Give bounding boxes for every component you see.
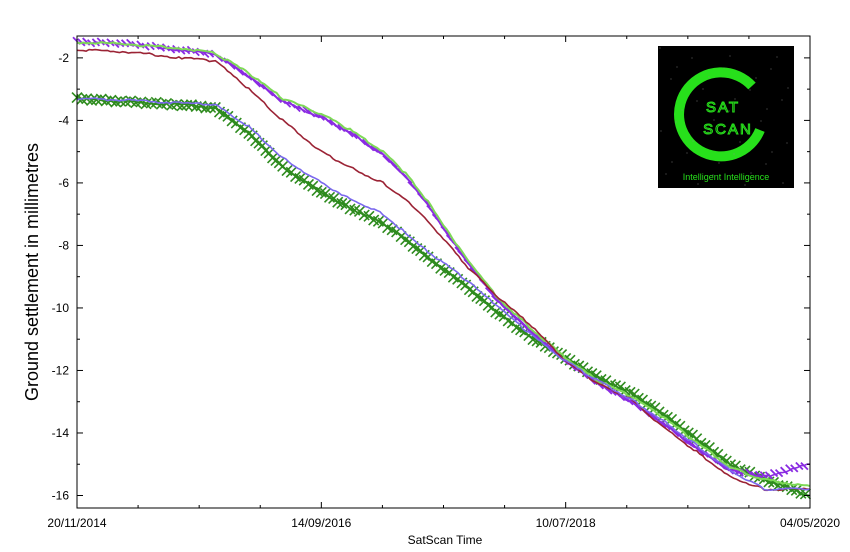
logo-star bbox=[686, 152, 688, 154]
y-tick-label: -12 bbox=[52, 363, 70, 377]
logo-star bbox=[728, 110, 730, 112]
logo-star bbox=[670, 78, 672, 80]
series-2 bbox=[76, 48, 811, 492]
logo-star bbox=[766, 108, 768, 110]
series-1-line bbox=[76, 40, 810, 478]
logo-star bbox=[782, 182, 784, 184]
logo-star bbox=[665, 173, 667, 175]
logo-star bbox=[676, 66, 678, 68]
logo-star bbox=[739, 141, 741, 143]
logo-star bbox=[712, 174, 714, 176]
logo-tagline: Intelligent Intelligence bbox=[683, 172, 770, 182]
logo-star bbox=[781, 99, 783, 101]
y-tick-label: -2 bbox=[58, 51, 69, 65]
x-tick-label: 14/09/2016 bbox=[291, 516, 351, 530]
y-tick-label: -6 bbox=[58, 176, 69, 190]
logo-star bbox=[697, 183, 699, 185]
series-0 bbox=[76, 41, 811, 488]
x-tick-label: 10/07/2018 bbox=[536, 516, 596, 530]
logo-star bbox=[771, 151, 773, 153]
logo-star bbox=[770, 68, 772, 70]
x-tick-label: 04/05/2020 bbox=[780, 516, 840, 530]
logo-star bbox=[691, 57, 693, 59]
y-tick-label: -10 bbox=[52, 301, 70, 315]
y-tick-label: -4 bbox=[58, 113, 69, 127]
logo-star bbox=[733, 153, 735, 155]
logo-star bbox=[707, 131, 709, 133]
y-axis-title: Ground settlement in millimetres bbox=[22, 143, 42, 401]
logo-star bbox=[708, 76, 710, 78]
logo-line1: SAT bbox=[706, 99, 740, 116]
logo-star bbox=[755, 77, 757, 79]
logo-star bbox=[786, 142, 788, 144]
dash-marker bbox=[754, 470, 764, 479]
logo-line2: SCAN bbox=[703, 121, 753, 138]
series-4-line bbox=[76, 97, 811, 497]
logo-star bbox=[681, 109, 683, 111]
x-axis-title: SatScan Time bbox=[408, 533, 483, 547]
logo-star bbox=[776, 56, 778, 58]
logo-star bbox=[765, 163, 767, 165]
logo-star bbox=[659, 47, 661, 49]
series-4 bbox=[71, 91, 812, 500]
logo-star bbox=[671, 161, 673, 163]
logo-star bbox=[660, 130, 662, 132]
x-marker bbox=[799, 488, 812, 500]
logo-star bbox=[749, 89, 751, 91]
logo-star bbox=[718, 162, 720, 164]
logo-star bbox=[744, 184, 746, 186]
dash-marker bbox=[302, 105, 311, 115]
logo-ring-icon bbox=[674, 67, 765, 162]
logo-star bbox=[760, 120, 762, 122]
series-2-line bbox=[76, 48, 811, 492]
dash-marker bbox=[769, 468, 779, 478]
tick-labels: -2 -4 -6 -8 -10 -12 -14 -16 20/11/2014 14/09/2016… bbox=[47, 51, 840, 530]
dash-marker bbox=[120, 39, 130, 48]
satscan-logo: SAT SCAN Intelligent Intelligence bbox=[658, 46, 794, 188]
logo-star bbox=[750, 172, 752, 174]
axis-ticks bbox=[76, 36, 811, 508]
x-tick-label: 20/11/2014 bbox=[47, 516, 106, 530]
y-tick-label: -8 bbox=[58, 238, 69, 252]
series-layer bbox=[71, 36, 812, 500]
logo-star bbox=[723, 67, 725, 69]
series-3 bbox=[77, 97, 811, 492]
logo-star bbox=[696, 100, 698, 102]
logo-star bbox=[734, 98, 736, 100]
logo-star bbox=[675, 121, 677, 123]
logo-star bbox=[729, 55, 731, 57]
dash-marker bbox=[785, 464, 794, 473]
y-tick-label: -14 bbox=[52, 426, 70, 440]
series-0-line bbox=[76, 41, 811, 488]
logo-star bbox=[787, 87, 789, 89]
logo-star bbox=[745, 129, 747, 131]
logo-star bbox=[713, 119, 715, 121]
dash-marker bbox=[780, 466, 789, 475]
logo-star bbox=[702, 88, 704, 90]
series-3-line bbox=[77, 97, 811, 492]
logo-star bbox=[692, 140, 694, 142]
y-tick-label: -16 bbox=[52, 488, 70, 502]
